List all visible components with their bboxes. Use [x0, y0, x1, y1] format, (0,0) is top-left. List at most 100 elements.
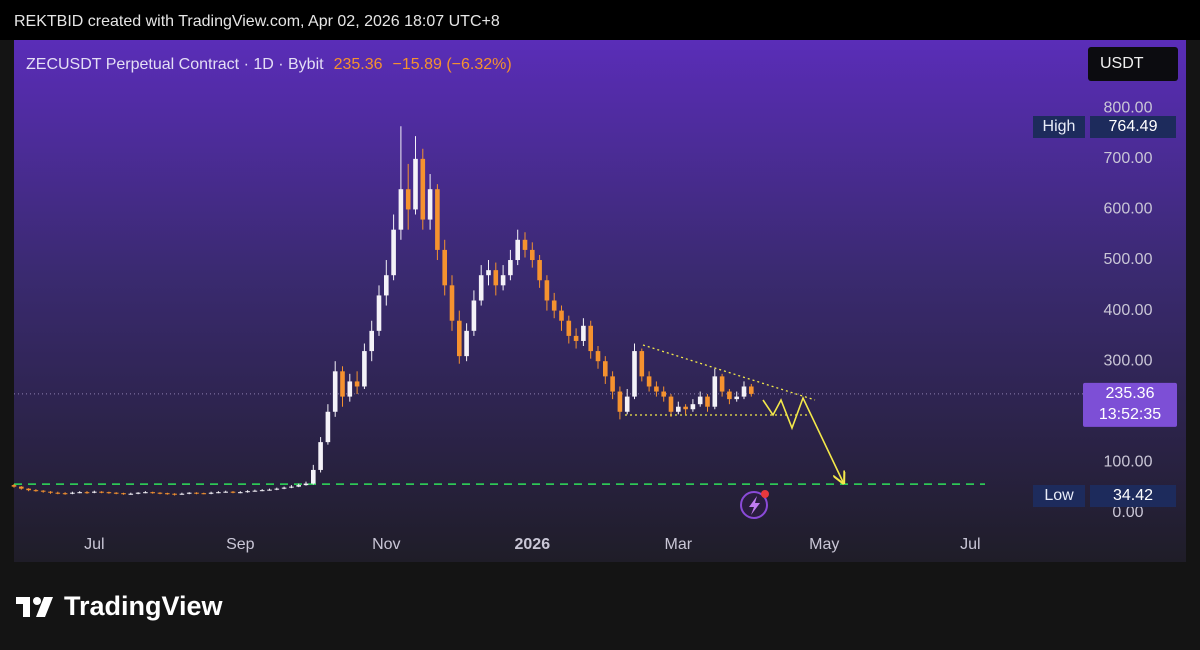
- candle-body: [48, 491, 53, 493]
- candle-body: [216, 492, 221, 494]
- candle-body: [384, 275, 389, 296]
- candle-body: [551, 300, 557, 311]
- candle-body: [595, 351, 601, 362]
- candle-body: [179, 493, 185, 495]
- low_marker-label: Low: [1044, 487, 1074, 504]
- y-tick-label: 300.00: [1104, 352, 1153, 369]
- candle-body: [639, 351, 645, 377]
- candle-body: [405, 189, 411, 210]
- candle-body: [186, 492, 192, 494]
- candle-body: [588, 325, 593, 352]
- change: −15.89 (−6.32%): [393, 56, 512, 73]
- price-box: [1083, 382, 1177, 427]
- logo-mark: [16, 597, 30, 617]
- candle-body: [223, 491, 228, 493]
- candle-body: [201, 493, 207, 495]
- event-bolt: [749, 496, 760, 515]
- candle-body: [347, 381, 353, 397]
- candle-body: [508, 260, 513, 276]
- candle-body: [19, 486, 24, 489]
- candle-body: [230, 491, 236, 493]
- candle-body: [281, 487, 287, 489]
- candle-body: [515, 239, 520, 261]
- candle-body: [369, 330, 374, 352]
- candle-body: [84, 492, 90, 494]
- candle-body: [522, 239, 528, 250]
- price-box-value: 235.36: [1106, 385, 1155, 402]
- y-tick-label: 400.00: [1104, 302, 1153, 319]
- candle-body: [40, 490, 46, 492]
- candle-body: [113, 492, 119, 494]
- candle-body: [194, 492, 199, 494]
- candle-body: [135, 492, 141, 494]
- candle-body: [33, 490, 39, 492]
- x-tick-label: Jul: [84, 536, 104, 553]
- candle-body: [106, 492, 112, 494]
- candle-body: [559, 310, 564, 321]
- candle-body: [624, 396, 630, 412]
- candle-body: [55, 492, 61, 494]
- currency-button[interactable]: [1088, 47, 1178, 81]
- candle-body: [690, 404, 696, 410]
- candle-body: [157, 492, 163, 494]
- candle-body: [165, 493, 170, 495]
- candle-body: [449, 285, 455, 321]
- candle-body: [354, 381, 360, 387]
- candle-body: [573, 335, 579, 341]
- price-box-countdown: 13:52:35: [1099, 406, 1161, 423]
- candle-body: [478, 275, 484, 301]
- low_marker-value: 34.42: [1113, 487, 1153, 504]
- low_marker-label-bg: [1033, 485, 1085, 507]
- candle-body: [632, 351, 637, 397]
- candle-body: [398, 189, 404, 230]
- candle-body: [697, 396, 703, 405]
- candle-body: [581, 325, 586, 341]
- candle-body: [749, 386, 754, 394]
- candle-body: [238, 492, 243, 494]
- high_marker-label: High: [1043, 118, 1076, 135]
- candle-body: [486, 270, 491, 276]
- logo-dot: [33, 597, 41, 605]
- candle-body: [530, 249, 535, 261]
- candle-body: [340, 371, 345, 397]
- chart-panel: [14, 40, 1186, 562]
- event-dot: [761, 490, 769, 498]
- candle-body: [252, 490, 258, 492]
- candle-body: [741, 386, 747, 397]
- logo: TradingView: [16, 591, 224, 621]
- candle-body: [172, 493, 177, 495]
- currency[interactable]: USDT: [1100, 55, 1144, 72]
- candle-body: [603, 361, 608, 377]
- candle-body: [128, 493, 134, 495]
- x-tick-label: Jul: [960, 536, 980, 553]
- candle-body: [668, 396, 674, 412]
- candle-body: [77, 492, 82, 494]
- candle-body: [143, 492, 148, 494]
- candle-body: [654, 386, 659, 392]
- candle-body: [705, 396, 710, 407]
- candle-body: [427, 189, 433, 220]
- candle-body: [296, 485, 301, 487]
- candle-body: [70, 492, 75, 494]
- candle-body: [11, 485, 17, 487]
- y-tick-label: 0.00: [1112, 504, 1143, 521]
- candle-body: [311, 469, 316, 484]
- candle-body: [435, 189, 440, 250]
- low_marker-value-bg: [1090, 485, 1176, 507]
- candle-body: [376, 295, 382, 331]
- candle-body: [457, 320, 462, 357]
- candle-body: [493, 270, 499, 286]
- candle-body: [683, 406, 688, 410]
- y-tick-label: 600.00: [1104, 201, 1153, 218]
- candle-body: [362, 351, 367, 387]
- candle-body: [420, 158, 426, 220]
- triangle-upper: [642, 344, 816, 401]
- top-bar: [0, 0, 1200, 40]
- candle-body: [646, 376, 652, 387]
- candle-body: [617, 391, 623, 412]
- symbol-line: ZECUSDT Perpetual Contract · 1D · Bybit 2…: [26, 56, 512, 73]
- candle-body: [661, 391, 666, 397]
- candle-body: [471, 300, 477, 331]
